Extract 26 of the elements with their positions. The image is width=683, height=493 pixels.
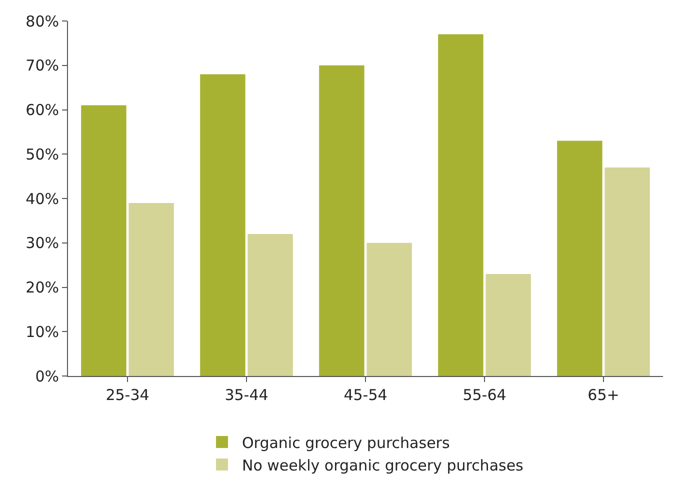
y-tick-label: 40%: [26, 190, 59, 208]
x-tick-label: 45-54: [344, 386, 388, 404]
x-tick-label: 25-34: [106, 386, 150, 404]
legend-label: No weekly organic grocery purchases: [242, 456, 524, 474]
bar: [319, 65, 364, 376]
y-tick-label: 70%: [26, 56, 59, 75]
y-tick-label: 60%: [26, 101, 59, 119]
x-tick-label: 35-44: [224, 386, 268, 404]
bar: [366, 242, 412, 376]
bar: [248, 234, 293, 376]
bar: [128, 202, 174, 376]
legend-label: Organic grocery purchasers: [242, 434, 450, 452]
bar: [486, 274, 531, 376]
y-tick-label: 20%: [26, 278, 59, 296]
bar: [81, 105, 126, 376]
y-tick-label: 10%: [26, 322, 59, 341]
y-tick-label: 50%: [26, 145, 59, 164]
bar: [438, 34, 484, 376]
x-tick-label: 65+: [588, 386, 620, 404]
bar: [557, 140, 602, 376]
bar: [200, 74, 246, 376]
y-tick-label: 80%: [26, 12, 59, 30]
x-tick-label: 55-64: [462, 386, 506, 404]
bar: [604, 167, 650, 376]
y-tick-label: 30%: [26, 234, 59, 252]
y-tick-label: 0%: [35, 367, 59, 386]
